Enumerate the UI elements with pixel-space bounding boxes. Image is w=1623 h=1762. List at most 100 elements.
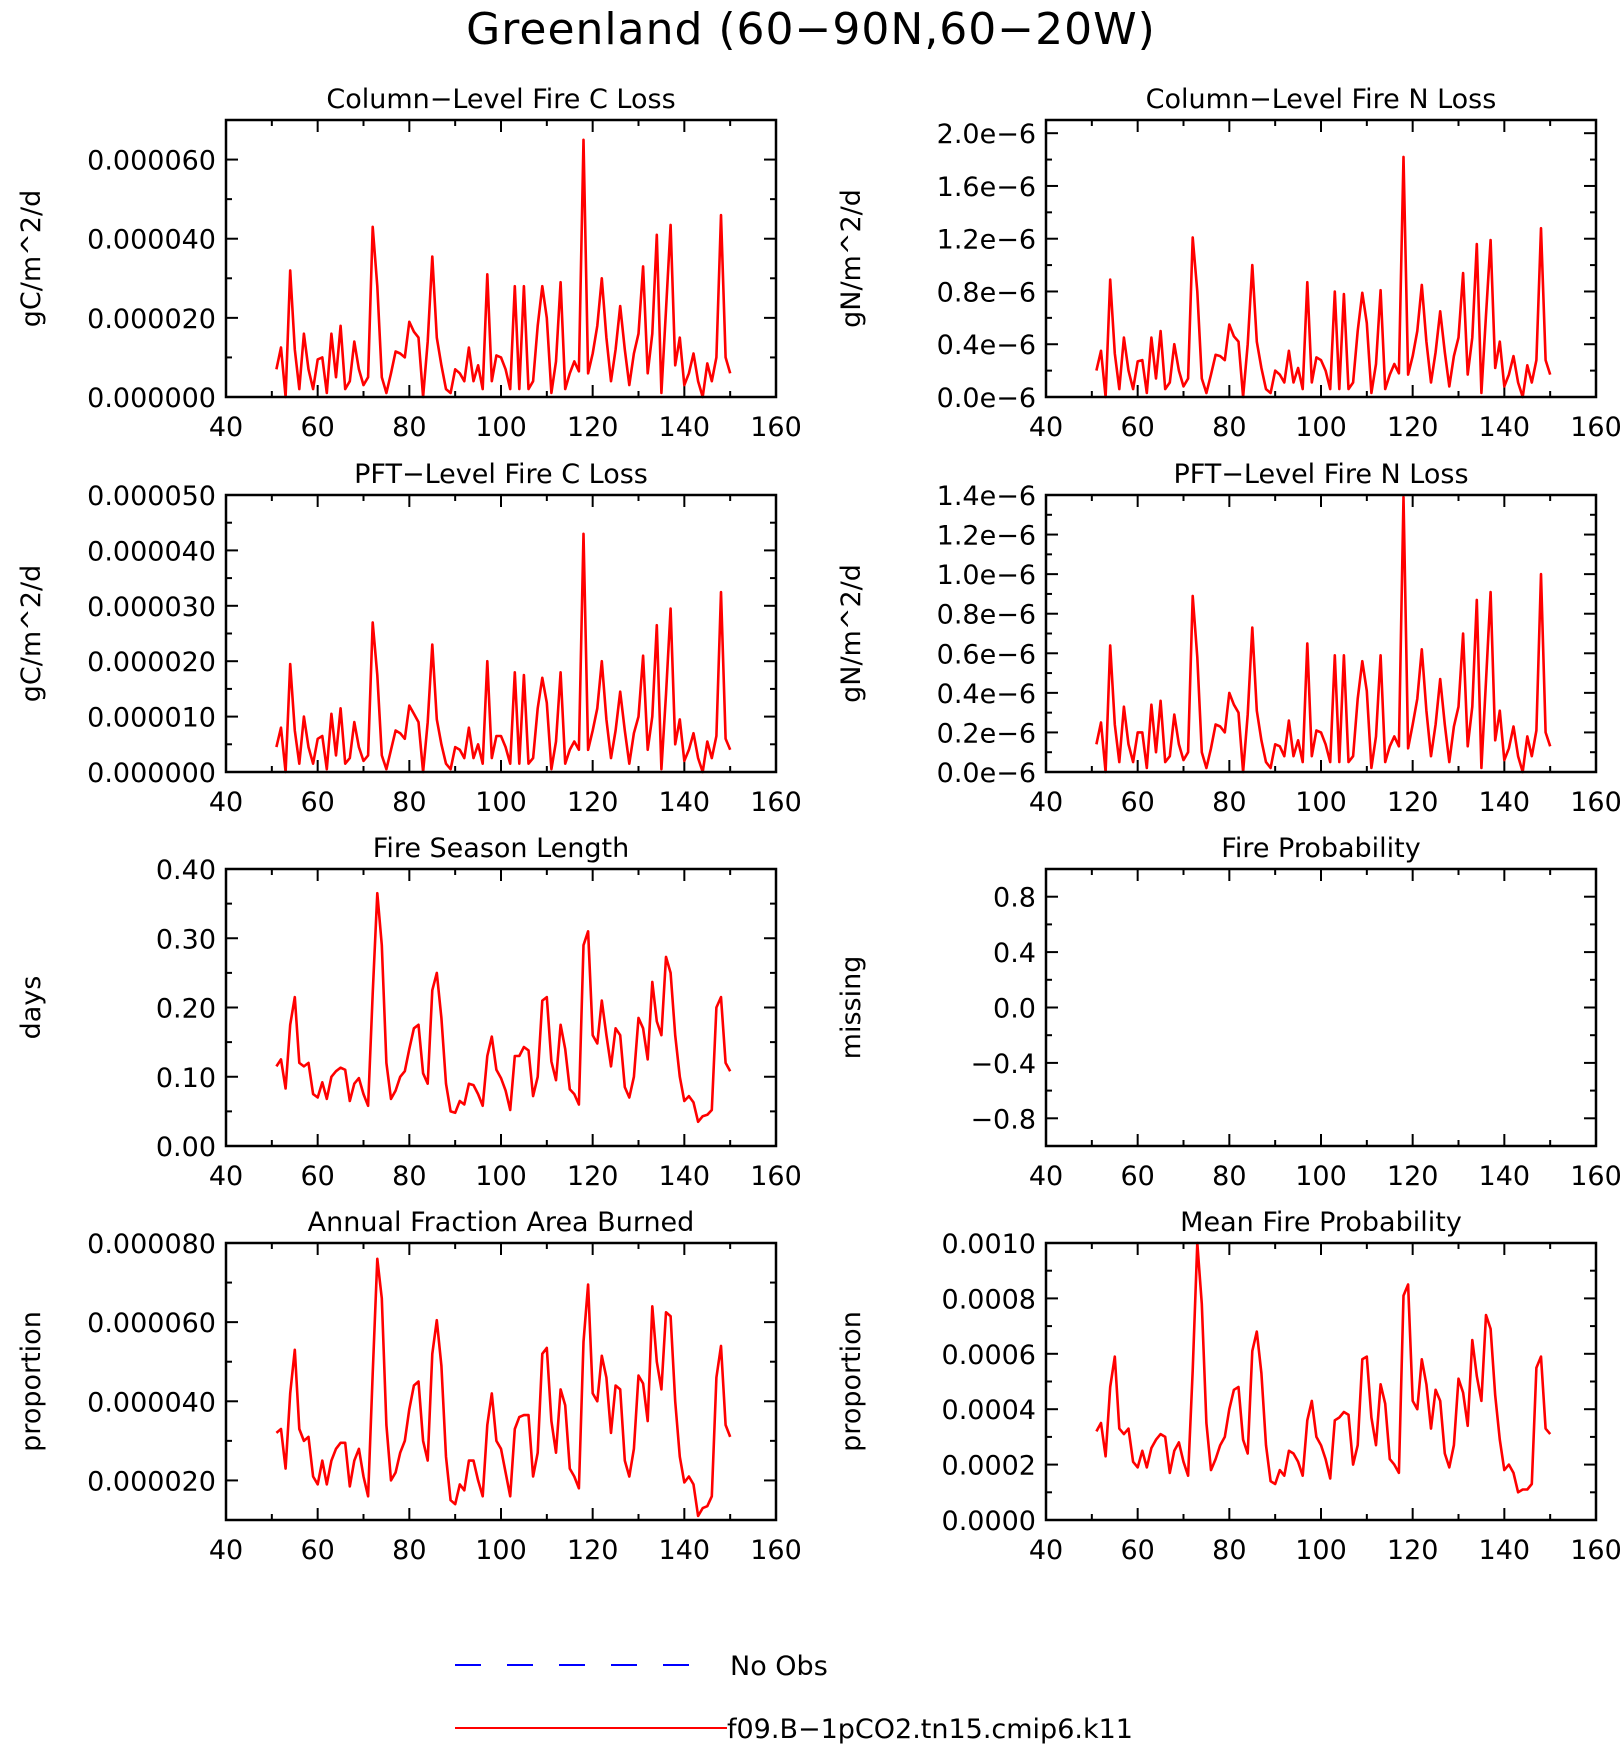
y-axis-label: missing [836,956,867,1060]
x-tick-label: 160 [1570,1535,1622,1566]
x-tick-label: 120 [1387,787,1439,818]
x-tick-label: 80 [1212,1161,1246,1192]
chart-panel-4: PFT−Level Fire N Loss gN/m^2/d 40 60 80 100 12… [836,459,1622,818]
x-tick-label: 140 [659,1535,711,1566]
x-tick-label: 160 [1570,1161,1622,1192]
panel-title: Column−Level Fire N Loss [1146,84,1497,115]
y-tick-label: 1.4e−6 [937,481,1036,512]
y-tick-label: 0.30 [156,924,216,955]
x-tick-label: 100 [475,787,527,818]
y-tick-label: 0.000000 [87,758,216,789]
y-tick-label: 0.0008 [942,1284,1036,1315]
y-tick-label: 0.000010 [87,703,216,734]
x-tick-label: 140 [1479,787,1531,818]
plot-frame [224,1241,778,1522]
x-tick-label: 120 [1387,412,1439,443]
panel-title: Fire Season Length [373,833,629,864]
x-tick-label: 160 [750,1535,802,1566]
chart-panel-1: Column−Level Fire C Loss gC/m^2/d 40 60 80 10… [16,84,802,443]
plot-frame [1044,493,1598,774]
panel-title: PFT−Level Fire N Loss [1173,459,1468,490]
legend-model-label: f09.B−1pCO2.tn15.cmip6.k11 [727,1714,1133,1745]
x-tick-label: 120 [567,1161,619,1192]
y-tick-label: 0.8e−6 [937,600,1036,631]
x-tick-label: 160 [1570,412,1622,443]
x-tick-label: 80 [1212,787,1246,818]
x-tick-label: 40 [209,1535,243,1566]
series-line [275,532,732,774]
y-tick-label: −0.8 [970,1104,1036,1135]
y-tick-label: 0.000050 [87,481,216,512]
x-tick-label: 40 [209,787,243,818]
y-tick-label: 0.000020 [87,1466,216,1497]
y-tick-label: 0.000080 [87,1229,216,1260]
x-tick-label: 100 [1295,412,1347,443]
x-tick-label: 80 [1212,1535,1246,1566]
panel-title: Fire Probability [1221,833,1421,864]
x-tick-label: 160 [750,787,802,818]
y-tick-label: 0.00 [156,1132,216,1163]
panel-title: Column−Level Fire C Loss [326,84,675,115]
x-tick-label: 60 [1120,1161,1154,1192]
chart-panel-6: Fire Probability missing 40 60 80 100 120 140 16… [836,833,1622,1192]
y-tick-label: 1.2e−6 [937,225,1036,256]
series-line [275,1257,732,1518]
y-tick-label: 0.000040 [87,225,216,256]
x-tick-label: 160 [750,1161,802,1192]
x-tick-label: 160 [1570,787,1622,818]
y-tick-label: 1.6e−6 [937,172,1036,203]
y-axis-label: days [16,976,47,1040]
series-line [275,891,732,1124]
plot-frame [224,118,778,399]
y-tick-label: 0.0010 [942,1229,1036,1260]
y-tick-label: 0.20 [156,994,216,1025]
plot-frame [224,493,778,774]
series-line [275,138,732,399]
panel-title: PFT−Level Fire C Loss [354,459,648,490]
y-tick-label: 0.6e−6 [937,639,1036,670]
chart-panel-7: Annual Fraction Area Burned proportion 40 6… [16,1207,802,1566]
x-tick-label: 80 [1212,412,1246,443]
x-tick-label: 80 [392,1535,426,1566]
y-tick-label: 0.000020 [87,304,216,335]
x-tick-label: 80 [392,787,426,818]
legend: No Obs f09.B−1pCO2.tn15.cmip6.k11 [455,1651,1133,1745]
panels: Column−Level Fire C Loss gC/m^2/d 40 60 80 10… [16,84,1622,1566]
x-tick-label: 60 [1120,412,1154,443]
x-tick-label: 140 [659,787,711,818]
x-tick-label: 60 [300,412,334,443]
x-tick-label: 60 [1120,1535,1154,1566]
y-tick-label: 0.000060 [87,1308,216,1339]
y-axis-label: gN/m^2/d [836,564,867,703]
x-tick-label: 120 [567,412,619,443]
x-tick-label: 100 [475,1535,527,1566]
y-tick-label: 1.2e−6 [937,521,1036,552]
x-tick-label: 60 [300,787,334,818]
figure-title: Greenland (60−90N,60−20W) [466,4,1156,55]
x-tick-label: 120 [567,1535,619,1566]
x-tick-label: 40 [209,412,243,443]
chart-panel-3: PFT−Level Fire C Loss gC/m^2/d 40 60 80 100 12… [16,459,802,818]
x-tick-label: 120 [1387,1535,1439,1566]
x-tick-label: 40 [1029,1535,1063,1566]
y-tick-label: 0.0e−6 [937,383,1036,414]
x-tick-label: 140 [659,1161,711,1192]
y-tick-label: 0.0006 [942,1340,1036,1371]
plot-frame [1044,118,1598,399]
x-tick-label: 160 [750,412,802,443]
panel-title: Mean Fire Probability [1180,1207,1462,1238]
x-tick-label: 140 [1479,1535,1531,1566]
x-tick-label: 100 [1295,1535,1347,1566]
x-tick-label: 120 [567,787,619,818]
x-tick-label: 40 [209,1161,243,1192]
y-axis-label: proportion [16,1311,47,1452]
y-axis-label: gC/m^2/d [16,565,47,702]
y-tick-label: 1.0e−6 [937,560,1036,591]
y-tick-label: 0.8e−6 [937,277,1036,308]
y-tick-label: 2.0e−6 [937,119,1036,150]
x-tick-label: 60 [300,1161,334,1192]
y-tick-label: 0.2e−6 [937,718,1036,749]
y-tick-label: 0.4e−6 [937,330,1036,361]
x-tick-label: 100 [475,412,527,443]
